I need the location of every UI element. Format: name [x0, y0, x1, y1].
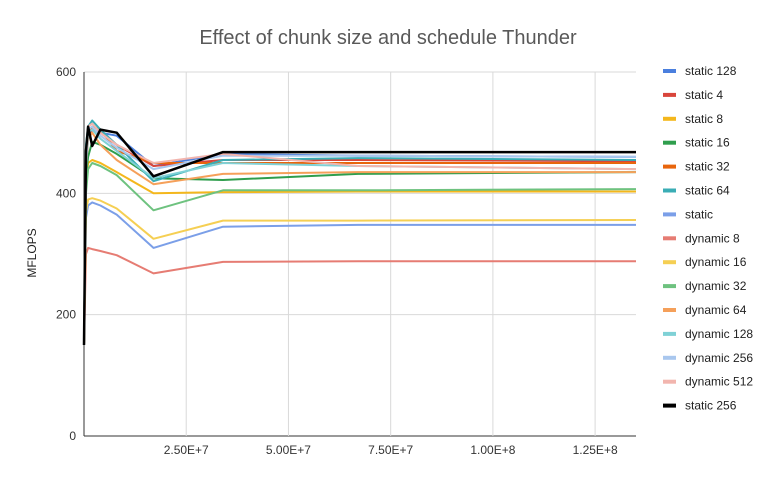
y-tick-label: 0 [69, 429, 76, 443]
legend-label: static 128 [685, 64, 737, 78]
legend-label: dynamic 32 [685, 279, 747, 293]
legend-label: static 8 [685, 112, 723, 126]
grid [83, 71, 636, 437]
chart-title: Effect of chunk size and schedule Thunde… [199, 27, 577, 49]
y-tick-label: 200 [56, 308, 76, 322]
x-tick-label: 2.50E+7 [164, 443, 209, 457]
legend-label: static 64 [685, 184, 730, 198]
y-tick-label: 400 [56, 186, 76, 200]
legend-label: dynamic 512 [685, 375, 753, 389]
series-line-static-256 [82, 125, 636, 346]
legend-label: dynamic 16 [685, 255, 747, 269]
series-line-dynamic-16 [83, 197, 637, 346]
series-line-static [83, 201, 636, 346]
legend: static 128 static 4 static 8 static 16 stati… [663, 64, 753, 413]
x-tick-label: 1.00E+8 [470, 443, 515, 457]
legend-label: static 16 [685, 136, 730, 150]
series-line-dynamic-32 [83, 162, 637, 346]
axis-ticks: 0 200 400 600 2.50E+7 5.00E+7 7.50E+7 1.00E+8 1.… [56, 65, 618, 457]
x-tick-label: 7.50E+7 [368, 443, 413, 457]
series-line-dynamic-8 [83, 246, 636, 346]
legend-label: dynamic 64 [685, 303, 747, 317]
y-axis-title: MFLOPS [25, 228, 39, 277]
legend-label: dynamic 128 [685, 327, 753, 341]
legend-label: static 256 [685, 399, 737, 413]
legend-label: dynamic 256 [685, 351, 753, 365]
legend-label: static 32 [685, 160, 730, 174]
legend-label: static 4 [685, 88, 723, 102]
x-tick-label: 1.25E+8 [573, 443, 618, 457]
legend-label: dynamic 8 [685, 231, 740, 245]
series-line-static-64 [83, 119, 637, 346]
series-lines [82, 119, 637, 346]
legend-label: static [685, 207, 713, 221]
series-line-static-8 [83, 159, 636, 346]
y-tick-label: 600 [56, 65, 76, 79]
x-tick-label: 5.00E+7 [266, 443, 311, 457]
